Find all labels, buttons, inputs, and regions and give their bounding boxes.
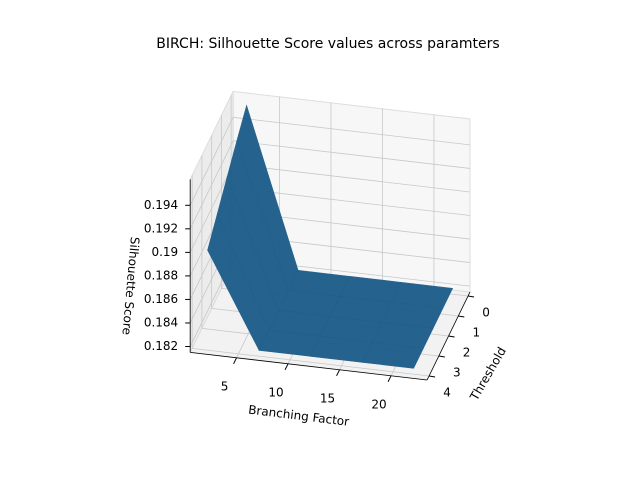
y-tick-label: 4 — [443, 386, 451, 400]
z-tick-label: 0.192 — [144, 221, 178, 235]
axis-line — [426, 291, 471, 381]
y-tick — [458, 315, 465, 318]
chart-title: BIRCH: Silhouette Score values across pa… — [156, 36, 499, 52]
grid-line — [189, 140, 234, 230]
x-tick-label: 10 — [268, 385, 283, 399]
x-axis-label: Branching Factor — [248, 403, 350, 429]
grid-line — [192, 348, 430, 377]
x-tick-label: 20 — [371, 397, 386, 411]
y-tick-label: 2 — [463, 346, 471, 360]
x-tick — [233, 357, 237, 365]
z-tick-label: 0.182 — [144, 339, 178, 353]
y-tick-label: 0 — [482, 306, 490, 320]
x-tick — [284, 363, 289, 371]
grid-line — [233, 140, 471, 169]
surface-cell — [361, 341, 424, 369]
x-tick-label: 5 — [221, 379, 229, 393]
z-tick-label: 0.188 — [144, 268, 178, 282]
x-tick — [387, 375, 392, 383]
x-tick — [336, 369, 340, 377]
z-axis-label: Silhouette Score — [119, 236, 142, 335]
grid-line — [189, 117, 234, 206]
y-axis-label: Threshold — [467, 345, 509, 404]
y-tick-label: 3 — [453, 366, 461, 380]
axis-line — [190, 352, 428, 381]
z-tick-label: 0.19 — [151, 245, 178, 259]
z-tick-label: 0.194 — [144, 198, 178, 212]
y-tick — [467, 295, 475, 298]
grid-line — [233, 116, 471, 146]
z-tick-label: 0.184 — [144, 315, 178, 329]
y-tick — [438, 355, 445, 358]
y-tick — [428, 375, 436, 378]
y-tick — [448, 335, 455, 338]
x-tick-label: 15 — [320, 391, 335, 405]
z-tick-label: 0.186 — [144, 292, 178, 306]
grid-line — [233, 163, 471, 193]
y-tick-label: 1 — [472, 326, 480, 340]
grid-line — [189, 164, 234, 253]
